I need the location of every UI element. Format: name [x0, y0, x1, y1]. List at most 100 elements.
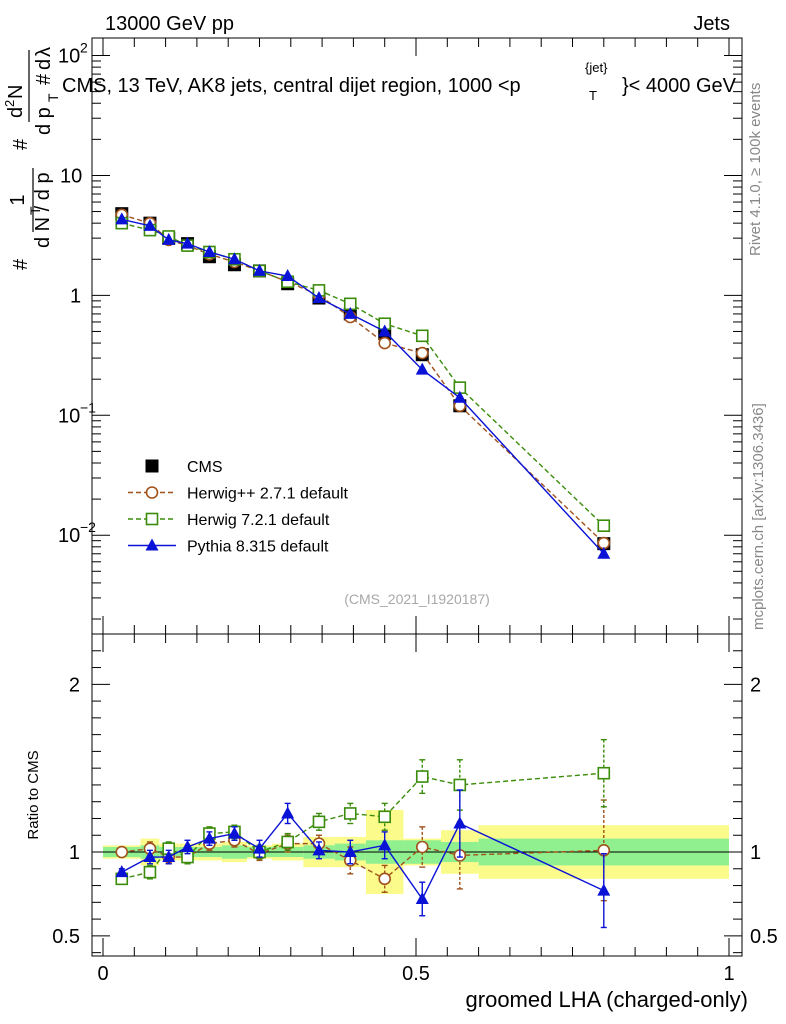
svg-text:λ: λ [33, 47, 55, 57]
legend-entry: Herwig 7.2.1 default [128, 512, 330, 529]
ratio-data-point [162, 850, 176, 863]
ratio-data-point [227, 826, 241, 839]
ratio-data-point [597, 766, 611, 780]
legend-marker [145, 486, 159, 499]
analysis-watermark: (CMS_2021_I1920187) [344, 591, 490, 607]
main-axis-ticks [92, 38, 742, 634]
legend-marker [145, 459, 159, 473]
y-tick-exponent: −2 [80, 519, 96, 535]
ratio-series-layer [115, 738, 611, 929]
svg-text:T: T [45, 93, 61, 102]
y-tick-base: 10 [58, 405, 80, 427]
ratio-y-tick-label-left: 2 [69, 674, 80, 696]
header-right: Jets [693, 13, 730, 35]
ratio-axis-ticks: 0.5 0.5 1 1 2 2 0 0.5 1 [52, 633, 778, 985]
main-title-prefix: CMS, 13 TeV, AK8 jets, central dijet reg… [62, 75, 521, 97]
main-ylabel: # 1 d N / d p T # d 2 N d p T # d λ [2, 47, 61, 270]
ylabel-sub-t: T [27, 206, 43, 215]
ratio-data-point [143, 850, 157, 863]
ratio-data-point [415, 770, 429, 783]
ratio-data-point [312, 843, 326, 856]
ylabel-dn-dpt: d N / d p [32, 172, 54, 248]
ratio-data-point [202, 831, 216, 844]
data-point [415, 362, 429, 375]
ratio-series-pythia-8-315-default [115, 789, 611, 929]
x-tick-label: 1 [723, 963, 734, 985]
data-point [378, 336, 392, 350]
ratio-data-point [143, 865, 157, 879]
legend-label: Herwig 7.2.1 default [187, 512, 330, 529]
y-tick-base: 10 [60, 165, 82, 187]
ylabel-hash-2: # [10, 138, 32, 150]
series-pythia-8-315-default [115, 212, 611, 559]
data-point [415, 329, 429, 343]
ratio-data-point [378, 838, 392, 851]
legend-entry: Pythia 8.315 default [128, 538, 329, 556]
data-point [415, 346, 429, 360]
legend-marker [145, 512, 159, 526]
data-point [162, 232, 176, 245]
main-title-suffix: }< 4000 GeV [622, 75, 737, 97]
y-tick-label: 1 [70, 285, 81, 307]
ratio-data-point [453, 778, 467, 792]
data-point [312, 291, 326, 304]
main-title: CMS, 13 TeV, AK8 jets, central dijet reg… [62, 60, 737, 103]
y-tick-label: 10 [60, 165, 82, 187]
ratio-y-tick-label-right: 1 [750, 842, 761, 864]
y-tick-label: 10 2 [58, 40, 88, 68]
ratio-y-tick-label-right: 2 [750, 674, 761, 696]
ratio-data-point [115, 845, 129, 859]
ratio-data-point [453, 816, 467, 829]
legend-label: Pythia 8.315 default [187, 539, 329, 556]
svg-text:d: d [33, 59, 55, 70]
ratio-data-point [312, 815, 326, 829]
mcplots-citation-text: mcplots.cern.ch [arXiv:1306.3436] [750, 403, 767, 630]
x-tick-label: 0.5 [402, 963, 430, 985]
legend-label: Herwig++ 2.7.1 default [187, 486, 349, 503]
legend: CMS Herwig++ 2.7.1 default Herwig 7.2.1 de… [128, 459, 349, 556]
ratio-ylabel: Ratio to CMS [25, 750, 42, 839]
data-point [281, 269, 295, 282]
data-point [202, 244, 216, 257]
ratio-panel-frame [91, 633, 743, 957]
data-point [378, 324, 392, 337]
x-axis-label: groomed LHA (charged-only) [466, 987, 748, 1012]
data-point [181, 236, 195, 249]
y-tick-base: 10 [58, 46, 80, 68]
series-herwig-7-2-1-default [115, 216, 611, 533]
data-point [597, 519, 611, 533]
legend-entry: Herwig++ 2.7.1 default [128, 486, 349, 503]
series-line [121, 222, 605, 527]
data-point [343, 306, 357, 319]
legend-marker [145, 538, 159, 551]
series-line [121, 218, 605, 555]
main-title-sub: T [589, 88, 597, 103]
ylabel-dpt: d p [33, 107, 55, 135]
data-point [253, 263, 266, 276]
x-tick-label: 0 [97, 963, 108, 985]
main-series-layer [115, 207, 611, 559]
y-tick-label: 10 −1 [58, 399, 96, 427]
ratio-data-point [253, 841, 266, 854]
ratio-data-point [415, 891, 429, 904]
y-tick-label: 10 −2 [58, 519, 96, 547]
ylabel-one: 1 [7, 194, 29, 205]
ratio-data-point [343, 845, 357, 858]
ratio-y-tick-label-left: 0.5 [52, 926, 80, 948]
data-point [115, 212, 129, 225]
header-left: 13000 GeV pp [105, 13, 234, 35]
data-point [227, 252, 241, 265]
y-tick-base: 1 [70, 285, 81, 307]
svg-text:N: N [5, 85, 27, 99]
y-tick-exponent: 2 [80, 40, 88, 56]
ratio-data-point [597, 883, 611, 896]
y-tick-base: 10 [58, 525, 80, 547]
ratio-data-point [378, 810, 392, 824]
ratio-data-point [415, 840, 429, 854]
ratio-series-line [121, 812, 605, 901]
ratio-y-tick-label-left: 1 [69, 842, 80, 864]
ratio-data-point [281, 835, 294, 849]
ylabel-d2n: d [5, 107, 27, 118]
